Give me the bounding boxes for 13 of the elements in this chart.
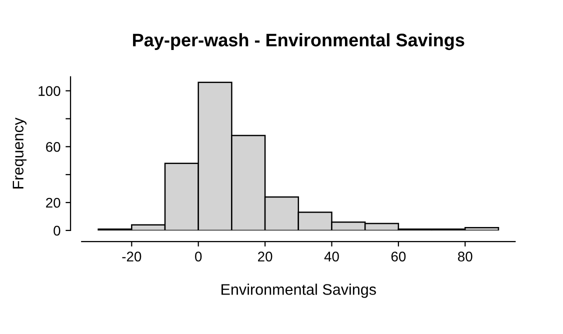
x-tick-label: -20 [122, 252, 142, 262]
y-tick-label: 0 [54, 226, 60, 236]
x-tick-label: 40 [324, 252, 339, 262]
y-tick-label: 60 [46, 142, 60, 152]
x-tick-label: 20 [258, 252, 272, 262]
y-tick-label: 20 [46, 198, 60, 208]
x-tick-label: 80 [458, 252, 472, 262]
x-axis-title: Environmental Savings [222, 284, 376, 298]
y-tick-label: 100 [38, 86, 60, 96]
x-tick-label: 0 [195, 252, 202, 262]
y-axis-title: Frequency [12, 118, 27, 188]
chart-title: Pay-per-wash - Environmental Savings [133, 33, 464, 50]
x-tick-label: 60 [391, 252, 406, 262]
